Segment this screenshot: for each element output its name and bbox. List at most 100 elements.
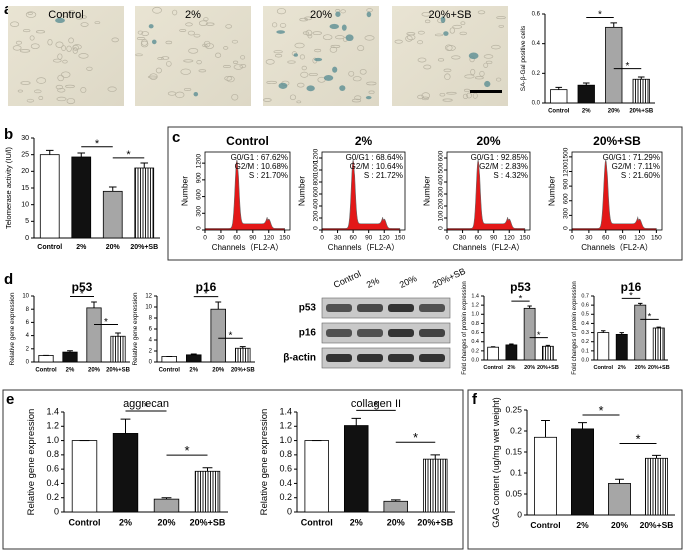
cell — [57, 87, 66, 93]
significance-label: * — [636, 432, 641, 446]
y-tick-label: 600 — [563, 193, 570, 204]
cell — [239, 64, 247, 69]
bar — [542, 345, 554, 361]
micrograph-label: 2% — [185, 9, 201, 21]
error-bar — [140, 162, 149, 168]
bar — [234, 347, 251, 363]
y-tick-label: 0.6 — [532, 12, 541, 18]
error-bar — [582, 82, 590, 86]
bar — [110, 335, 126, 363]
y-tick-label: 1.4 — [279, 406, 292, 416]
error-bar — [215, 301, 222, 310]
phase-stat: G0/G1 : 68.64% — [346, 153, 403, 162]
y-tick-label: 600 — [438, 150, 445, 161]
y-tick-label: 300 — [563, 208, 570, 219]
cell — [25, 11, 37, 18]
cell — [421, 96, 430, 101]
cell — [75, 16, 83, 20]
significance-label: * — [373, 398, 378, 413]
cell — [62, 59, 68, 64]
blot-band — [326, 329, 352, 337]
cell — [175, 91, 185, 99]
micrograph-label: 20% — [310, 9, 332, 21]
cell — [477, 10, 486, 15]
bar — [487, 346, 499, 361]
cell — [38, 95, 44, 101]
x-tick-label: Control — [301, 517, 333, 527]
y-tick-label: 1.0 — [279, 435, 292, 445]
error-bar — [91, 301, 97, 308]
significance-label: * — [104, 317, 108, 328]
chart-title: p16 — [196, 280, 217, 294]
cell — [300, 71, 309, 78]
y-tick-label: 0 — [438, 226, 445, 230]
y-tick-label: 1.2 — [279, 421, 292, 431]
x-tick-label: 90 — [249, 235, 257, 242]
blot-strip — [321, 297, 451, 319]
bar — [153, 498, 180, 513]
micrograph-label: 20%+SB — [428, 9, 471, 21]
bar — [422, 458, 448, 513]
y-axis-label: Relative gene expression — [26, 409, 37, 516]
x-tick-label: 30 — [334, 235, 342, 242]
y-tick-label: 4 — [149, 338, 153, 344]
bar — [343, 425, 369, 513]
cell — [188, 48, 199, 54]
cell — [149, 73, 158, 80]
bar — [615, 333, 628, 361]
y-tick-label: 0.5 — [581, 312, 589, 318]
x-tick-label: 30 — [459, 235, 467, 242]
significance-label: * — [204, 289, 208, 300]
cell — [289, 94, 297, 101]
cell — [466, 92, 473, 99]
x-tick-label: 150 — [651, 235, 662, 242]
error-bar — [115, 332, 121, 337]
y-tick-label: 0.2 — [581, 339, 589, 345]
phase-stat: S : 21.70% — [249, 171, 288, 180]
panel-letter: d — [4, 271, 13, 288]
y-tick-label: 0.6 — [279, 464, 292, 474]
panel-letter: f — [472, 391, 478, 408]
row-label: p53 — [299, 303, 317, 314]
cell — [68, 10, 76, 15]
dna-histogram — [446, 159, 526, 231]
y-tick-label: 0 — [517, 509, 522, 519]
x-tick-label: 2% — [350, 517, 363, 527]
y-tick-label: 0.4 — [46, 478, 59, 488]
x-tick-label: 60 — [233, 235, 241, 242]
cell — [29, 35, 35, 41]
cell — [198, 69, 207, 73]
y-tick-label: 1.0 — [46, 435, 59, 445]
bar — [634, 304, 647, 361]
cell — [10, 21, 20, 27]
y-tick-label: 400 — [313, 198, 320, 209]
y-tick-label: 600 — [313, 186, 320, 197]
cell — [312, 31, 322, 35]
x-tick-label: 20%+SB — [106, 368, 131, 374]
bar — [71, 156, 92, 239]
cell — [166, 61, 172, 67]
phase-stat: S : 21.72% — [364, 171, 403, 180]
error-bar — [619, 332, 624, 335]
cell — [305, 29, 313, 37]
stained-cell — [341, 24, 347, 31]
y-tick-label: 8 — [26, 307, 30, 313]
x-axis-label: Channels（FL2-A） — [212, 243, 284, 252]
cell — [340, 9, 346, 14]
y-tick-label: 100 — [438, 210, 445, 221]
y-tick-label: 0.4 — [532, 41, 541, 47]
stained-cell — [345, 34, 354, 42]
y-tick-label: 0 — [149, 360, 153, 366]
y-tick-label: 0.3 — [581, 330, 589, 336]
scale-bar — [470, 90, 502, 93]
x-tick-label: 2% — [76, 244, 87, 251]
cell — [444, 73, 451, 81]
phase-stat: G2/M : 7.11% — [612, 162, 660, 171]
panel-frame — [167, 126, 683, 261]
x-tick-label: 0 — [445, 235, 449, 242]
cell — [204, 43, 215, 49]
x-tick-label: 150 — [394, 235, 405, 242]
y-tick-label: 0.0 — [471, 357, 479, 363]
y-tick-label: 0.2 — [532, 71, 541, 77]
cell — [225, 24, 233, 29]
